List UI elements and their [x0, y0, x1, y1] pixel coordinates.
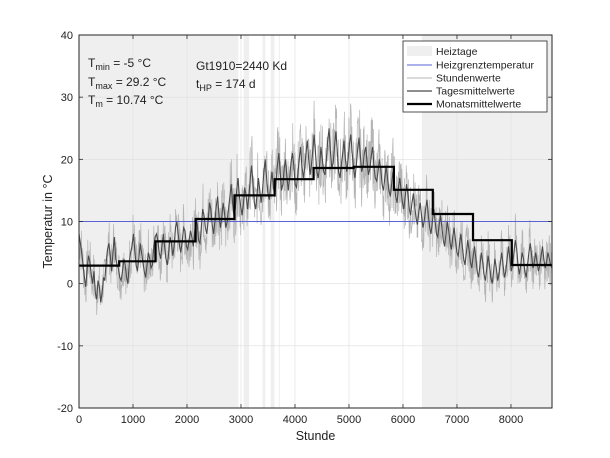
daily-means-layer: [78, 128, 553, 303]
monthly-means-line: [79, 165, 552, 267]
stat-tmax: Tmax = 29.2 °C: [88, 75, 167, 91]
x-tick-label-0: 0: [76, 414, 82, 426]
stat-tm-value: = 10.74 °C: [103, 93, 164, 107]
legend-label-tageswerte: Tagesmittelwerte: [436, 86, 515, 98]
stat-tmin-value: = -5 °C: [110, 56, 151, 70]
legend-label-monatswerte: Monatsmittelwerte: [436, 99, 521, 111]
x-tick-label-2000: 2000: [175, 414, 199, 426]
y-tick-label-0: 0: [67, 279, 73, 291]
stat-tmin-base: T: [88, 56, 96, 70]
stat-thp-value: = 174 d: [212, 77, 256, 91]
x-tick-label-8000: 8000: [499, 414, 523, 426]
y-axis-label: Temperatur in °C: [41, 175, 55, 269]
monthly-means-layer: [79, 165, 552, 267]
x-tick-label-6000: 6000: [391, 414, 415, 426]
y-tick-label-40: 40: [61, 30, 73, 42]
y-ticks: -20 -10 0 10 20 30 40: [57, 30, 552, 415]
stat-tmax-base: T: [88, 75, 96, 89]
y-tick-label-20: 20: [61, 154, 73, 166]
stat-tmin: Tmin = -5 °C: [88, 56, 151, 72]
y-tick-label-30: 30: [61, 92, 73, 104]
x-tick-label-1000: 1000: [121, 414, 145, 426]
y-tick-label-10: 10: [61, 217, 73, 229]
x-tick-label-4000: 4000: [283, 414, 307, 426]
x-tick-label-5000: 5000: [337, 414, 361, 426]
legend-label-heiztage: Heiztage: [436, 46, 478, 58]
stat-thp-base: t: [196, 77, 200, 91]
x-tick-label-7000: 7000: [445, 414, 469, 426]
y-tick-label--10: -10: [57, 341, 73, 353]
x-axis-label: Stunde: [296, 429, 336, 443]
stat-tmin-sub: min: [95, 62, 110, 72]
stat-thp: tHP = 174 d: [196, 77, 256, 93]
stat-gt: Gt1910=2440 Kd: [196, 59, 287, 73]
legend-swatch-heiztage: [407, 46, 432, 56]
x-ticks: 0 1000 2000 3000 4000 5000 6000 7000 8000: [76, 35, 523, 426]
legend-label-stundenwerte: Stundenwerte: [436, 73, 501, 85]
legend-label-heizgrenze: Heizgrenztemperatur: [436, 60, 535, 72]
daily-means-line: [78, 128, 553, 303]
stat-tmax-value: = 29.2 °C: [112, 75, 166, 89]
y-tick-label--20: -20: [57, 403, 73, 415]
legend: Heiztage Heizgrenztemperatur Stundenwert…: [402, 40, 548, 113]
stat-tm-sub: m: [95, 99, 103, 109]
stat-tm: Tm = 10.74 °C: [88, 93, 164, 109]
stat-thp-sub: HP: [199, 83, 212, 93]
stat-tm-base: T: [88, 93, 96, 107]
stat-tmax-sub: max: [95, 81, 113, 91]
x-tick-label-3000: 3000: [229, 414, 253, 426]
